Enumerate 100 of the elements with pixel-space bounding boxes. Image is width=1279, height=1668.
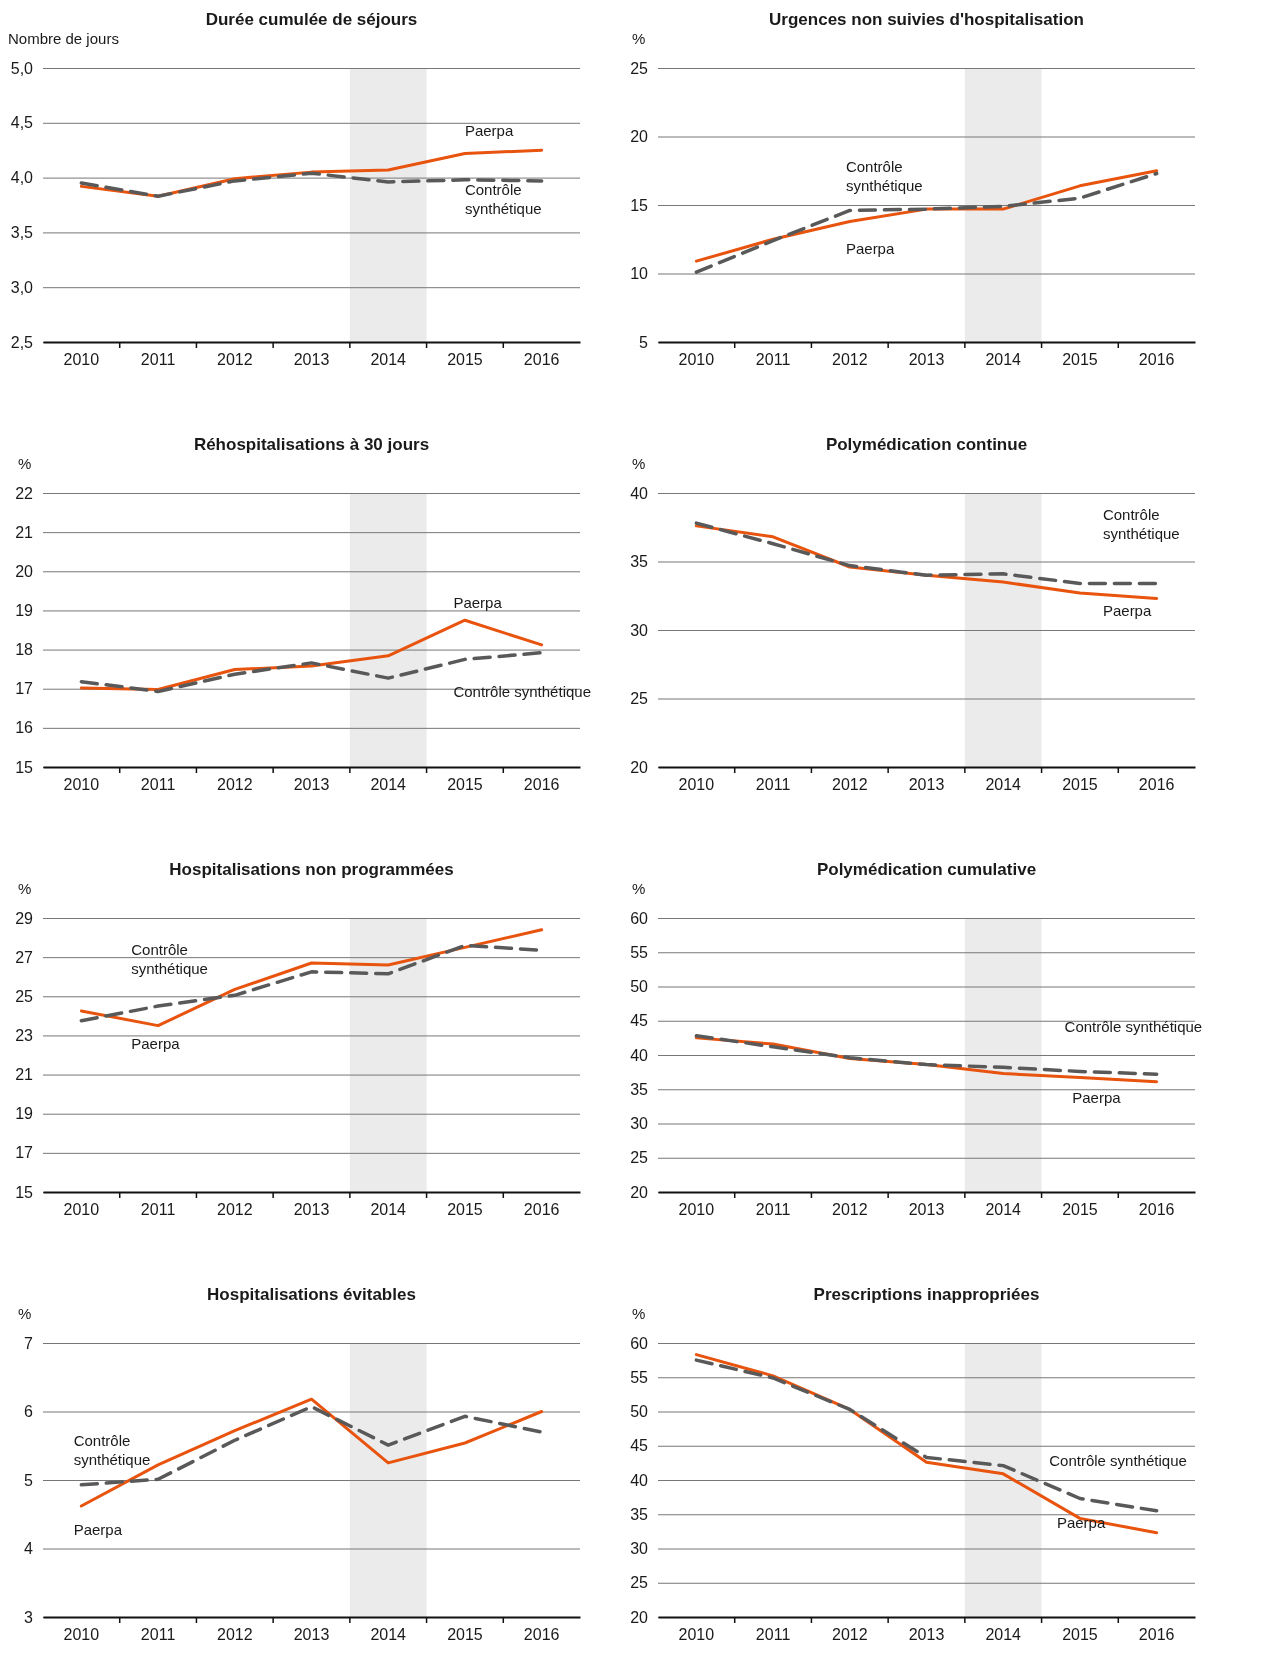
y-tick-label: 20 <box>630 128 649 146</box>
x-tick-label: 2011 <box>140 776 176 794</box>
y-tick-label: 10 <box>630 265 649 283</box>
y-tick-label: 2,5 <box>10 333 34 351</box>
y-tick-label: 6 <box>24 1403 34 1421</box>
chart-title: Réhospitalisations à 30 jours <box>193 435 430 454</box>
x-tick-label: 2015 <box>447 351 483 369</box>
y-tick-label: 16 <box>15 719 34 737</box>
y-axis-title: % <box>18 1305 32 1322</box>
y-tick-label: 3,0 <box>10 278 34 296</box>
y-tick-label: 23 <box>15 1027 34 1045</box>
x-tick-label: 2014 <box>370 1201 407 1219</box>
y-tick-label: 5 <box>24 1471 34 1489</box>
y-axis-title: % <box>18 455 32 472</box>
y-tick-label: 25 <box>15 987 34 1005</box>
y-tick-label: 60 <box>630 909 649 927</box>
x-tick-label: 2012 <box>216 1201 253 1219</box>
y-tick-label: 55 <box>630 1368 649 1386</box>
chart-title: Polymédication continue <box>825 435 1028 454</box>
x-tick-label: 2010 <box>63 1626 100 1644</box>
y-axis-title: % <box>632 880 646 897</box>
x-tick-label: 2012 <box>831 1201 868 1219</box>
y-tick-label: 15 <box>630 196 649 214</box>
y-tick-label: 22 <box>15 484 34 502</box>
line-series <box>79 171 544 198</box>
y-tick-label: 3,5 <box>10 224 34 242</box>
series-label: Contrôle synthétique <box>453 683 592 701</box>
y-tick-label: 40 <box>630 484 649 502</box>
x-tick-label: 2013 <box>293 776 330 794</box>
series-label: Paerpa <box>73 1520 123 1538</box>
x-tick-label: 2014 <box>370 1626 407 1644</box>
series-label: Paerpa <box>464 121 514 139</box>
y-tick-label: 19 <box>15 602 34 620</box>
series-label: Paerpa <box>1056 1513 1106 1531</box>
y-tick-label: 17 <box>15 1144 34 1162</box>
series-label: Paerpa <box>1102 602 1152 620</box>
series-label: Contrôle synthétique <box>131 941 208 978</box>
x-tick-label: 2016 <box>523 351 560 369</box>
y-tick-label: 5 <box>639 333 649 351</box>
y-tick-label: 17 <box>15 680 34 698</box>
x-tick-label: 2013 <box>293 351 330 369</box>
x-tick-label: 2013 <box>908 776 945 794</box>
x-tick-label: 2012 <box>216 351 253 369</box>
x-tick-label: 2015 <box>1062 776 1098 794</box>
x-tick-label: 2011 <box>755 1201 791 1219</box>
y-axis-title: % <box>632 455 646 472</box>
y-tick-label: 3 <box>24 1608 34 1626</box>
y-tick-label: 15 <box>15 758 34 776</box>
y-tick-label: 45 <box>630 1012 649 1030</box>
x-tick-label: 2016 <box>1138 776 1175 794</box>
x-tick-label: 2013 <box>908 1201 945 1219</box>
x-tick-label: 2010 <box>63 351 100 369</box>
chart-title: Polymédication cumulative <box>816 860 1037 879</box>
y-tick-label: 20 <box>630 758 649 776</box>
y-tick-label: 50 <box>630 978 649 996</box>
x-tick-label: 2013 <box>293 1626 330 1644</box>
x-tick-label: 2010 <box>63 1201 100 1219</box>
y-axis-title: % <box>632 30 646 47</box>
text: Contrôle synthétique <box>1064 1018 1203 1036</box>
series-label: Paerpa <box>845 240 895 258</box>
x-tick-label: 2011 <box>755 1626 791 1644</box>
x-tick-label: 2013 <box>908 1626 945 1644</box>
y-tick-label: 30 <box>630 1115 649 1133</box>
chart-title: Hospitalisations non programmées <box>169 860 454 879</box>
line-series <box>694 1034 1159 1076</box>
text: Contrôle synthétique <box>1102 506 1180 543</box>
x-tick-label: 2014 <box>370 776 407 794</box>
x-tick-label: 2015 <box>1062 1201 1098 1219</box>
y-tick-label: 45 <box>630 1437 649 1455</box>
series-label: Contrôle synthétique <box>845 158 923 195</box>
x-tick-label: 2010 <box>678 776 715 794</box>
x-tick-label: 2010 <box>678 351 715 369</box>
series-label: Paerpa <box>453 594 503 612</box>
y-tick-label: 25 <box>630 1574 649 1592</box>
y-tick-label: 7 <box>24 1334 34 1352</box>
chart-title: Prescriptions inappropriées <box>813 1285 1040 1304</box>
x-tick-label: 2015 <box>447 1626 483 1644</box>
y-tick-label: 20 <box>630 1608 649 1626</box>
y-tick-label: 29 <box>15 909 34 927</box>
y-tick-label: 25 <box>630 59 649 77</box>
y-tick-label: 27 <box>15 948 34 966</box>
y-tick-label: 35 <box>630 553 649 571</box>
x-tick-label: 2014 <box>985 351 1022 369</box>
y-tick-label: 20 <box>630 1183 649 1201</box>
x-tick-label: 2011 <box>755 351 791 369</box>
series-label: Contrôle synthétique <box>73 1431 151 1468</box>
x-tick-label: 2014 <box>985 776 1022 794</box>
y-tick-label: 55 <box>630 943 649 961</box>
y-tick-label: 25 <box>630 1149 649 1167</box>
y-tick-label: 25 <box>630 690 649 708</box>
x-tick-label: 2011 <box>140 1201 176 1219</box>
y-tick-label: 30 <box>630 621 649 639</box>
x-tick-label: 2015 <box>1062 351 1098 369</box>
x-tick-label: 2016 <box>1138 351 1175 369</box>
y-tick-label: 20 <box>15 562 34 580</box>
x-tick-label: 2012 <box>831 776 868 794</box>
chart-title: Durée cumulée de séjours <box>205 10 418 29</box>
x-tick-label: 2016 <box>1138 1201 1175 1219</box>
y-tick-label: 4,5 <box>10 114 34 132</box>
x-tick-label: 2013 <box>908 351 945 369</box>
